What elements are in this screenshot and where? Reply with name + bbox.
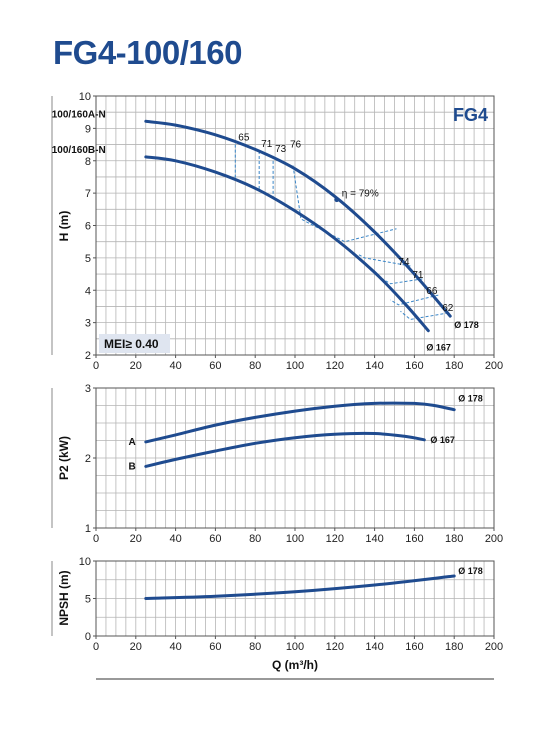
series-curve-0 <box>144 574 456 600</box>
x-tick-label: 160 <box>405 641 423 653</box>
x-tick-label: 100 <box>286 641 304 653</box>
impeller-diameter-label: Ø 167 <box>426 343 451 353</box>
efficiency-contour <box>400 310 449 320</box>
npsh-chart: 0 20 40 60 80 100 120 140 160 180 200 0 5 10 Ø 178 NP… <box>51 556 503 672</box>
x-tick-label: 20 <box>130 533 142 545</box>
x-tick-label: 0 <box>93 360 99 372</box>
power-chart: 0 20 40 60 80 100 120 140 160 180 200 1 2 3 A Ø 178 B Ø … <box>51 383 503 545</box>
x-tick-label: 160 <box>405 360 423 372</box>
efficiency-contour <box>390 294 439 306</box>
head-chart: 0 20 40 60 80 100 120 140 160 180 200 2 3 4 5 6 7 8 9 10 65… <box>51 91 503 372</box>
y-tick-label: 3 <box>85 318 91 330</box>
y-tick-label: 8 <box>85 156 91 168</box>
x-tick-label: 100 <box>286 360 304 372</box>
series-curve-0 <box>144 401 456 444</box>
y-tick-label: 4 <box>85 285 91 297</box>
x-tick-label: 20 <box>130 641 142 653</box>
x-tick-label: 200 <box>485 641 503 653</box>
x-tick-label: 200 <box>485 533 503 545</box>
mei-label: MEI≥ 0.40 <box>104 337 159 351</box>
y-tick-label: 2 <box>85 453 91 465</box>
y-tick-label: 10 <box>79 91 91 103</box>
y-tick-label: 10 <box>79 556 91 568</box>
x-tick-label: 200 <box>485 360 503 372</box>
x-tick-label: 120 <box>326 641 344 653</box>
x-tick-label: 20 <box>130 360 142 372</box>
x-tick-label: 60 <box>209 533 221 545</box>
efficiency-label: 74 <box>398 257 410 268</box>
efficiency-contour <box>292 165 397 243</box>
efficiency-label: 73 <box>275 144 287 155</box>
y-tick-label: 9 <box>85 123 91 135</box>
x-tick-label: 60 <box>209 360 221 372</box>
y-tick-label: 3 <box>85 383 91 395</box>
x-tick-label: 0 <box>93 533 99 545</box>
series-name-label: 100/160A-N <box>52 109 106 120</box>
page-title: FG4-100/160 <box>53 34 242 71</box>
x-tick-label: 60 <box>209 641 221 653</box>
x-tick-label: 80 <box>249 533 261 545</box>
y-tick-label: 5 <box>85 594 91 606</box>
y-tick-label: 6 <box>85 221 91 233</box>
x-tick-label: 160 <box>405 533 423 545</box>
x-tick-label: 180 <box>445 641 463 653</box>
fg4-badge: FG4 <box>453 105 488 125</box>
efficiency-label: 71 <box>261 139 273 150</box>
impeller-diameter-label: Ø 178 <box>454 320 479 330</box>
efficiency-label: 66 <box>426 286 438 297</box>
x-tick-label: 120 <box>326 360 344 372</box>
x-tick-label: 100 <box>286 533 304 545</box>
x-tick-label: 140 <box>365 641 383 653</box>
npsh-axis-label: NPSH (m) <box>57 570 71 625</box>
x-tick-label: 0 <box>93 641 99 653</box>
series-name-label: A <box>129 437 136 448</box>
x-tick-label: 120 <box>326 533 344 545</box>
series-curve-1 <box>144 155 430 333</box>
y-tick-label: 2 <box>85 350 91 362</box>
bep-marker <box>334 197 340 203</box>
efficiency-contour <box>374 273 423 285</box>
series-curve-1 <box>144 431 426 468</box>
x-tick-label: 180 <box>445 533 463 545</box>
efficiency-label: 71 <box>412 270 424 281</box>
x-tick-label: 80 <box>249 641 261 653</box>
efficiency-label: 62 <box>442 303 454 314</box>
y-tick-label: 5 <box>85 253 91 265</box>
x-tick-label: 40 <box>169 360 181 372</box>
impeller-diameter-label: Ø 178 <box>458 394 483 404</box>
impeller-diameter-label: Ø 178 <box>458 566 483 576</box>
efficiency-contour <box>358 254 411 267</box>
flow-axis-label: Q (m³/h) <box>272 658 318 672</box>
x-tick-label: 180 <box>445 360 463 372</box>
mei-box <box>99 334 170 353</box>
x-tick-label: 140 <box>365 533 383 545</box>
impeller-diameter-label: Ø 167 <box>430 435 455 445</box>
x-tick-label: 40 <box>169 641 181 653</box>
y-tick-label: 0 <box>85 631 91 643</box>
series-name-label: 100/160B-N <box>52 145 106 156</box>
x-tick-label: 40 <box>169 533 181 545</box>
y-tick-label: 7 <box>85 188 91 200</box>
head-axis-label: H (m) <box>57 211 71 242</box>
series-name-label: B <box>129 461 136 472</box>
x-tick-label: 140 <box>365 360 383 372</box>
efficiency-label: 65 <box>238 133 250 144</box>
x-tick-label: 80 <box>249 360 261 372</box>
bep-label: η = 79% <box>342 189 379 200</box>
y-tick-label: 1 <box>85 523 91 535</box>
efficiency-label: 76 <box>290 140 302 151</box>
power-axis-label: P2 (kW) <box>57 436 71 480</box>
series-curve-0 <box>144 119 452 318</box>
